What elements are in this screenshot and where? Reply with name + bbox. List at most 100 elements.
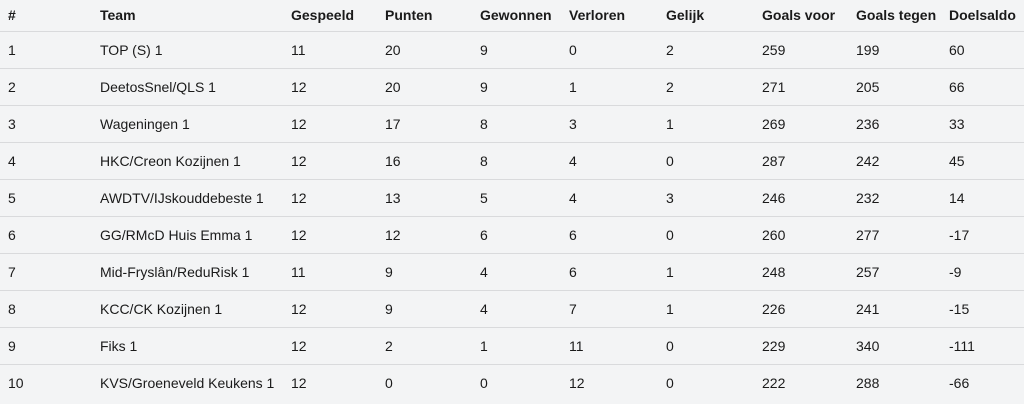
cell-doelsaldo: 45: [949, 152, 965, 169]
cell-goals-voor: 226: [762, 300, 786, 317]
cell-gespeeld: 12: [291, 374, 307, 391]
cell-gewonnen: 9: [480, 41, 488, 58]
cell-goals-voor: 248: [762, 263, 786, 280]
column-header-team: Team: [100, 7, 136, 24]
cell-doelsaldo: 33: [949, 115, 965, 132]
cell-gelijk: 3: [666, 189, 674, 206]
cell-verloren: 11: [569, 337, 584, 354]
cell-gespeeld: 12: [291, 337, 307, 354]
cell-verloren: 6: [569, 226, 577, 243]
cell-verloren: 6: [569, 263, 577, 280]
cell-team: HKC/Creon Kozijnen 1: [100, 152, 241, 169]
cell-gewonnen: 5: [480, 189, 488, 206]
cell-gelijk: 0: [666, 374, 674, 391]
cell-team: TOP (S) 1: [100, 41, 163, 58]
cell-verloren: 3: [569, 115, 577, 132]
cell-goals-voor: 222: [762, 374, 786, 391]
cell-doelsaldo: -111: [949, 337, 975, 354]
cell-team: Wageningen 1: [100, 115, 190, 132]
table-row: 2 DeetosSnel/QLS 1 12 20 9 1 2 271 205 6…: [0, 68, 1024, 105]
cell-gespeeld: 12: [291, 115, 307, 132]
cell-gewonnen: 4: [480, 300, 488, 317]
cell-verloren: 4: [569, 152, 577, 169]
cell-goals-tegen: 288: [856, 374, 880, 391]
cell-rank: 3: [8, 115, 16, 132]
cell-gelijk: 1: [666, 263, 674, 280]
table-row: 4 HKC/Creon Kozijnen 1 12 16 8 4 0 287 2…: [0, 142, 1024, 179]
cell-team: Fiks 1: [100, 337, 138, 354]
cell-rank: 2: [8, 78, 16, 95]
cell-rank: 8: [8, 300, 16, 317]
table-row: 7 Mid-Fryslân/ReduRisk 1 11 9 4 6 1 248 …: [0, 253, 1024, 290]
cell-verloren: 0: [569, 41, 577, 58]
cell-gewonnen: 0: [480, 374, 488, 391]
cell-verloren: 12: [569, 374, 585, 391]
cell-gelijk: 0: [666, 152, 674, 169]
cell-punten: 20: [385, 78, 401, 95]
cell-goals-voor: 260: [762, 226, 786, 243]
standings-header: # Team Gespeeld Punten Gewonnen Verloren…: [0, 0, 1024, 31]
cell-punten: 2: [385, 337, 393, 354]
column-header-rank: #: [8, 7, 16, 24]
column-header-doelsaldo: Doelsaldo: [949, 7, 1016, 24]
cell-punten: 16: [385, 152, 401, 169]
cell-verloren: 1: [569, 78, 577, 95]
cell-gelijk: 1: [666, 115, 674, 132]
cell-gespeeld: 11: [291, 263, 306, 280]
cell-goals-tegen: 205: [856, 78, 880, 95]
cell-goals-tegen: 232: [856, 189, 880, 206]
cell-goals-tegen: 242: [856, 152, 880, 169]
table-row: 3 Wageningen 1 12 17 8 3 1 269 236 33: [0, 105, 1024, 142]
cell-rank: 5: [8, 189, 16, 206]
cell-gewonnen: 8: [480, 152, 488, 169]
cell-doelsaldo: -15: [949, 300, 970, 317]
cell-gespeeld: 12: [291, 226, 307, 243]
column-header-goals-voor: Goals voor: [762, 7, 836, 24]
cell-gespeeld: 11: [291, 41, 306, 58]
cell-gewonnen: 9: [480, 78, 488, 95]
column-header-verloren: Verloren: [569, 7, 626, 24]
standings-body: 1 TOP (S) 1 11 20 9 0 2 259 199 60 2 Dee…: [0, 31, 1024, 401]
cell-team: GG/RMcD Huis Emma 1: [100, 226, 253, 243]
cell-doelsaldo: 66: [949, 78, 965, 95]
cell-gespeeld: 12: [291, 78, 307, 95]
cell-gelijk: 1: [666, 300, 674, 317]
cell-gespeeld: 12: [291, 189, 307, 206]
cell-punten: 13: [385, 189, 401, 206]
cell-goals-tegen: 236: [856, 115, 880, 132]
cell-goals-tegen: 199: [856, 41, 880, 58]
cell-team: KCC/CK Kozijnen 1: [100, 300, 223, 317]
table-row: 9 Fiks 1 12 2 1 11 0 229 340 -111: [0, 327, 1024, 364]
cell-team: Mid-Fryslân/ReduRisk 1: [100, 263, 250, 280]
cell-gewonnen: 4: [480, 263, 488, 280]
cell-punten: 0: [385, 374, 393, 391]
table-row: 1 TOP (S) 1 11 20 9 0 2 259 199 60: [0, 31, 1024, 68]
cell-goals-voor: 246: [762, 189, 786, 206]
cell-doelsaldo: -66: [949, 374, 970, 391]
cell-goals-voor: 229: [762, 337, 786, 354]
cell-rank: 9: [8, 337, 16, 354]
cell-verloren: 4: [569, 189, 577, 206]
header-row: # Team Gespeeld Punten Gewonnen Verloren…: [0, 0, 1024, 31]
cell-goals-tegen: 277: [856, 226, 880, 243]
cell-rank: 1: [8, 41, 16, 58]
cell-doelsaldo: 14: [949, 189, 965, 206]
table-row: 8 KCC/CK Kozijnen 1 12 9 4 7 1 226 241 -…: [0, 290, 1024, 327]
cell-punten: 17: [385, 115, 401, 132]
cell-gewonnen: 6: [480, 226, 488, 243]
column-header-gewonnen: Gewonnen: [480, 7, 552, 24]
cell-gewonnen: 8: [480, 115, 488, 132]
cell-team: DeetosSnel/QLS 1: [100, 78, 216, 95]
table-row: 10 KVS/Groeneveld Keukens 1 12 0 0 12 0 …: [0, 364, 1024, 401]
cell-punten: 9: [385, 300, 393, 317]
column-header-gelijk: Gelijk: [666, 7, 705, 24]
cell-gelijk: 0: [666, 226, 674, 243]
cell-goals-voor: 269: [762, 115, 786, 132]
cell-rank: 4: [8, 152, 16, 169]
cell-doelsaldo: 60: [949, 41, 965, 58]
column-header-goals-tegen: Goals tegen: [856, 7, 937, 24]
cell-punten: 9: [385, 263, 393, 280]
table-row: 6 GG/RMcD Huis Emma 1 12 12 6 6 0 260 27…: [0, 216, 1024, 253]
cell-gewonnen: 1: [480, 337, 488, 354]
